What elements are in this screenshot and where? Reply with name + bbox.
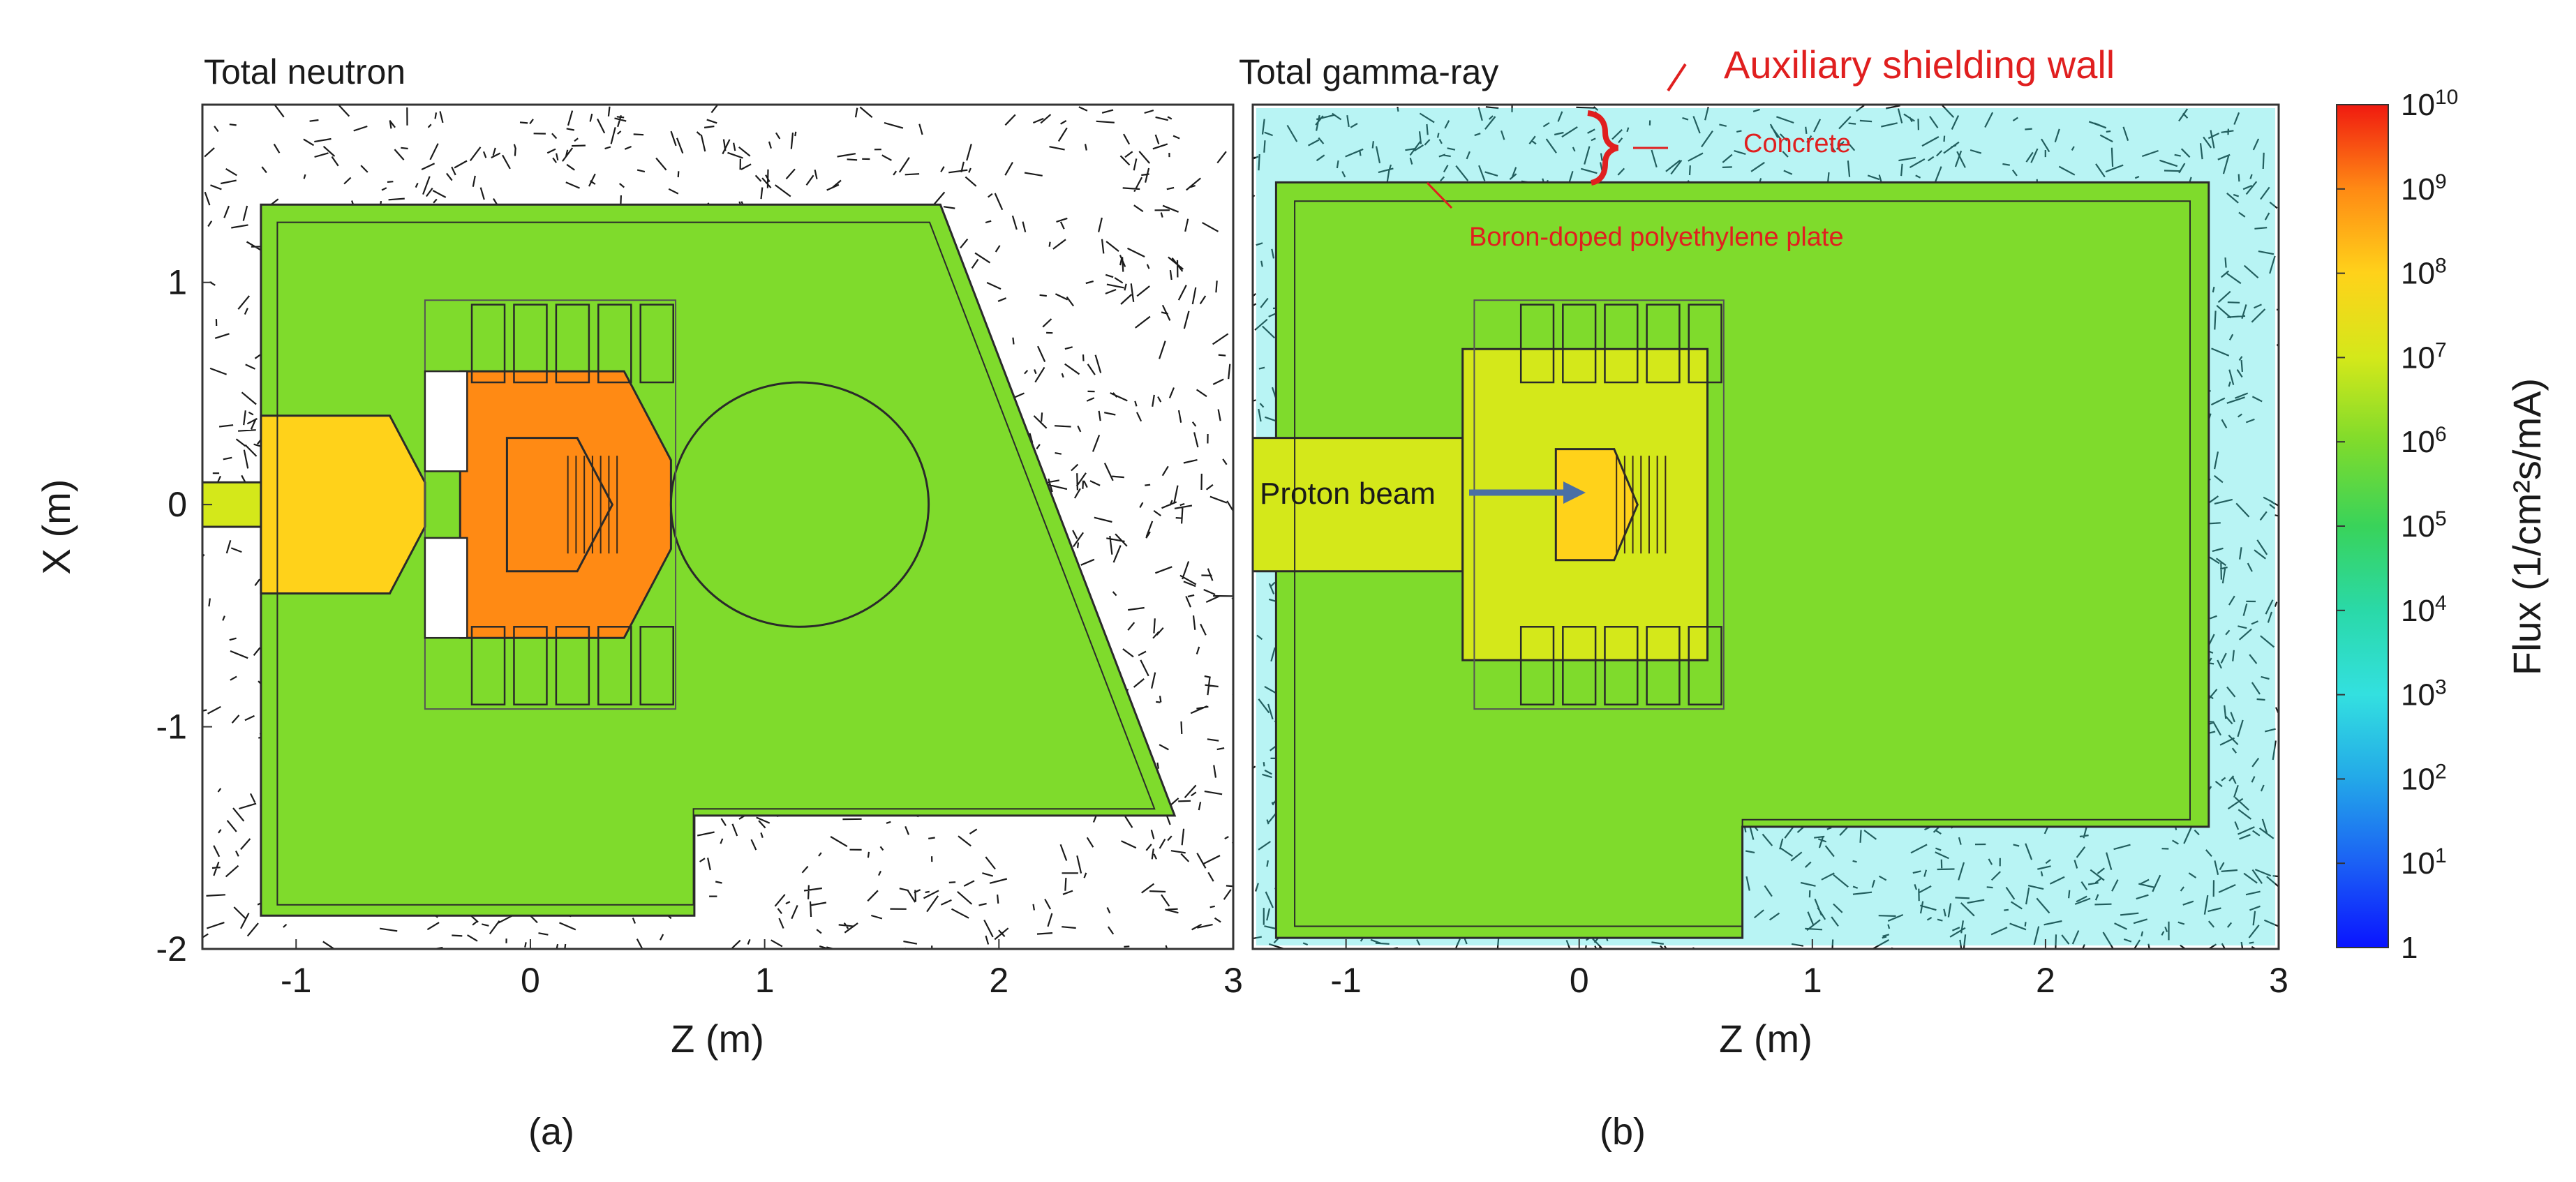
panel-b-structures xyxy=(1294,200,2191,927)
shielding-inner-outline xyxy=(276,221,1156,906)
detector-box xyxy=(1473,299,1725,710)
region-target-core xyxy=(505,437,614,573)
panel-b-caption: (b) xyxy=(1600,1111,1646,1153)
panel-b-title: Total gamma-ray xyxy=(1239,52,1498,91)
colorbar-tick-label: 102 xyxy=(2401,760,2447,797)
shielding-wall-brace xyxy=(1587,110,1619,186)
x-tick-label: 2 xyxy=(2036,961,2055,1000)
annotation-boron-doped-polyethylene-plate: Boron-doped polyethylene plate xyxy=(1469,223,1844,252)
colorbar-tick-label: 107 xyxy=(2401,338,2447,375)
annotation-proton-beam: Proton beam xyxy=(1260,477,1436,511)
void-lower xyxy=(424,537,468,639)
annotation-wall-leader xyxy=(1667,63,1687,92)
region-downstream-bubble xyxy=(669,381,930,628)
y-tick-label: -2 xyxy=(156,929,187,968)
colorbar-tick-label: 103 xyxy=(2401,675,2447,712)
colorbar-tick-label: 1 xyxy=(2401,931,2418,965)
x-tick-label: 0 xyxy=(1570,961,1589,1000)
x-tick-label: -1 xyxy=(281,961,311,1000)
panel-a-ylabel: X (m) xyxy=(34,479,78,575)
x-tick-label: 2 xyxy=(989,961,1008,1000)
colorbar-tick-label: 1010 xyxy=(2401,86,2458,123)
colorbar-tick-label: 109 xyxy=(2401,170,2447,207)
colorbar: 1 101 102 103 104 105 106 107 108 109 1010 Flux (1… xyxy=(2336,86,2549,965)
colorbar-tick-label: 106 xyxy=(2401,423,2447,460)
panel-a-caption: (a) xyxy=(528,1111,574,1153)
panel-a-xlabel: Z (m) xyxy=(671,1017,764,1061)
colorbar-tick-label: 105 xyxy=(2401,507,2447,544)
colorbar-scale xyxy=(2336,104,2389,948)
proton-beam-arrowhead xyxy=(1563,481,1586,504)
x-tick-label: 3 xyxy=(1223,961,1243,1000)
shielding-inner-outline xyxy=(1294,200,2191,927)
panel-b-frame xyxy=(1251,103,2280,950)
panel-total-neutron: Total neutron -1 0 1 2 3 1 0 -1 -2 Z (m) X (m) (… xyxy=(34,52,1243,1153)
y-tick-label: -1 xyxy=(156,708,187,747)
panel-b-ticks: -1 0 1 2 3 xyxy=(1330,939,2288,1000)
panel-a-title: Total neutron xyxy=(204,52,405,91)
colorbar-label: Flux (1/cm²s/mA) xyxy=(2505,378,2549,675)
x-tick-label: -1 xyxy=(1330,961,1361,1000)
x-tick-label: 1 xyxy=(1803,961,1822,1000)
annotation-concrete: Concrete xyxy=(1743,129,1851,158)
colorbar-ticks: 1 101 102 103 104 105 106 107 108 109 1010 xyxy=(2337,86,2458,965)
panel-a-structures xyxy=(276,221,1156,906)
x-tick-label: 0 xyxy=(521,961,540,1000)
panel-b-field xyxy=(1253,181,2210,939)
detector-box xyxy=(424,299,677,710)
panel-a-frame xyxy=(201,103,1235,950)
annotation-auxiliary-shielding-wall: Auxiliary shielding wall xyxy=(1724,43,2115,87)
panel-total-gamma-ray: Total gamma-ray -1 0 1 2 3 Z (m) (b) Auxilia… xyxy=(1239,43,2288,1153)
region-upstream-zone xyxy=(260,414,426,594)
panel-b-xlabel: Z (m) xyxy=(1719,1017,1812,1061)
colorbar-tick-label: 108 xyxy=(2401,254,2447,291)
y-tick-label: 1 xyxy=(167,263,187,302)
colorbar-tick-label: 101 xyxy=(2401,844,2447,881)
x-tick-label: 1 xyxy=(755,961,775,1000)
y-tick-label: 0 xyxy=(167,485,187,524)
void-upper xyxy=(424,370,468,472)
x-tick-label: 3 xyxy=(2269,961,2288,1000)
annotation-boron-leader xyxy=(1426,181,1453,209)
colorbar-tick-label: 104 xyxy=(2401,591,2447,628)
panel-a-field xyxy=(202,203,1177,917)
panel-a-ticks: -1 0 1 2 3 1 0 -1 -2 xyxy=(156,263,1243,1000)
